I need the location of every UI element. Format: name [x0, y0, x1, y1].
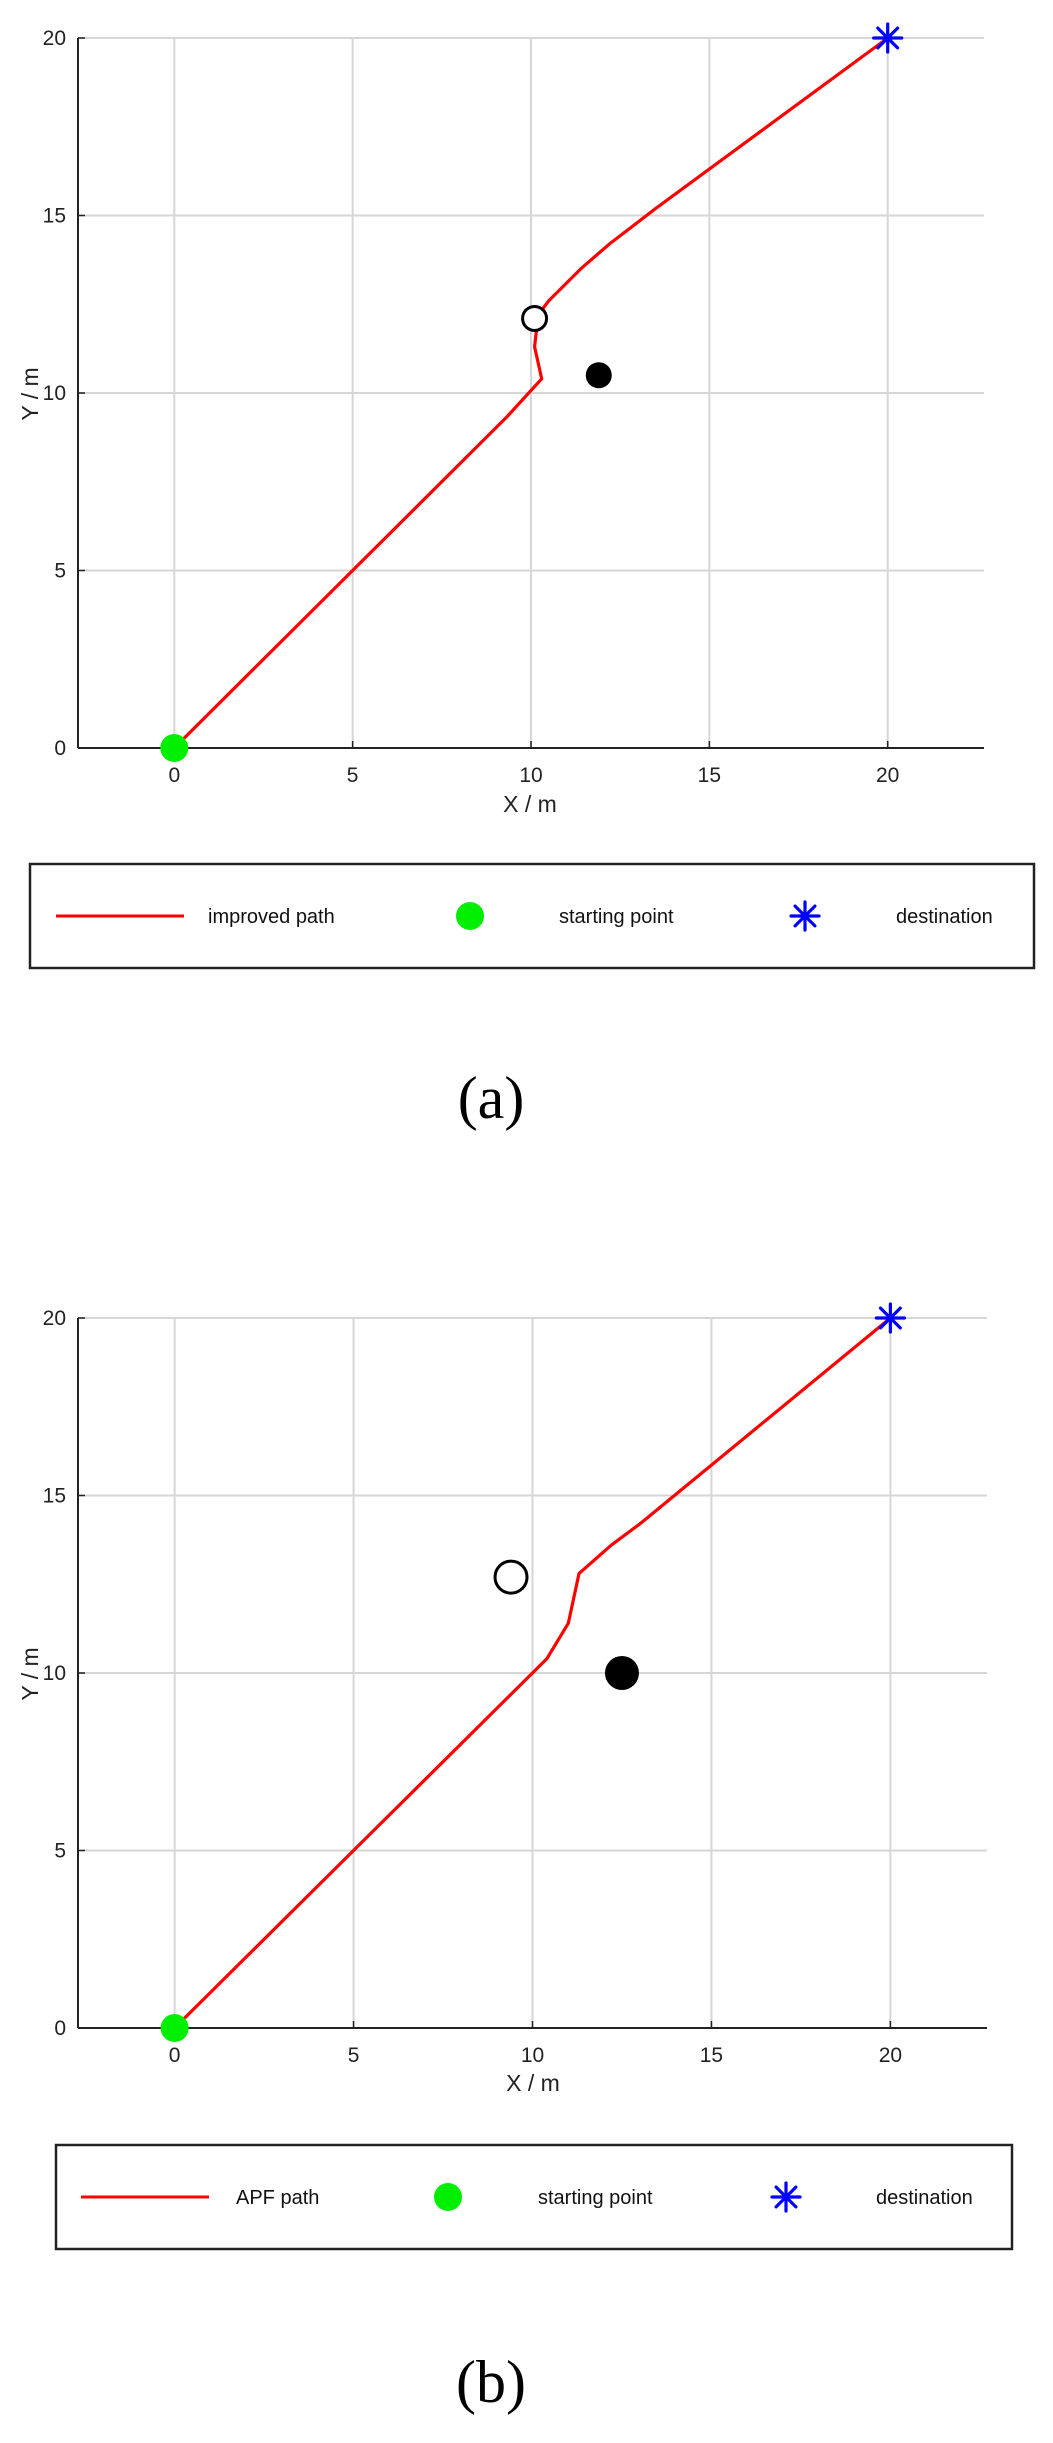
obstacle-open-a: [521, 304, 549, 332]
destination-marker-a-stroke: [876, 26, 900, 50]
legend-star-stroke: [793, 904, 817, 928]
legend-box-a: [28, 862, 1036, 970]
obstacle-filled-b: [604, 1656, 639, 1690]
y-tick-label-a: 0: [54, 737, 66, 760]
legend-box-b: [54, 2143, 1014, 2251]
axes-b: [77, 1317, 987, 2029]
x-tick-label-a: 10: [519, 764, 542, 787]
path-series-a: [173, 36, 889, 750]
y-tick-label-b: 15: [43, 1485, 66, 1508]
legend-label-start-b: starting point: [538, 2187, 653, 2209]
obstacle-filled-a: [585, 362, 612, 389]
panel-a: 0 5 10 15 20 0 5 10 15 20 X / m Y / m improved pa…: [17, 22, 1036, 1131]
legend-start-swatch-a: [456, 902, 484, 930]
y-axis-label-a: Y / m: [17, 367, 43, 420]
x-tick-label-b: 10: [521, 2044, 544, 2067]
destination-marker-a: [872, 22, 904, 54]
legend-a: improved path starting point destination: [28, 862, 1036, 970]
tick-labels-b: 0 5 10 15 20 0 5 10 15 20: [43, 1307, 902, 2067]
legend-b: APF path starting point destination: [54, 2143, 1014, 2251]
y-tick-label-a: 20: [43, 27, 66, 50]
legend-start-swatch-b: [434, 2183, 462, 2211]
y-tick-label-a: 15: [43, 205, 66, 228]
x-tick-label-a: 20: [876, 764, 899, 787]
destination-marker-b: [874, 1302, 906, 1334]
y-tick-label-b: 10: [43, 1662, 66, 1685]
legend-label-destination-b: destination: [876, 2187, 973, 2209]
legend-star: [770, 2181, 802, 2213]
x-tick-label-b: 20: [879, 2044, 902, 2067]
path-series-b: [173, 1316, 892, 2030]
data-a: [160, 22, 904, 762]
legend-star-stroke: [774, 2185, 798, 2209]
legend-destination-swatch-a: [789, 900, 821, 932]
y-tick-label-a: 5: [54, 560, 66, 583]
legend-star: [789, 900, 821, 932]
x-tick-label-b: 0: [169, 2044, 181, 2067]
x-tick-label-a: 15: [698, 764, 721, 787]
y-tick-label-b: 20: [43, 1307, 66, 1330]
x-axis-label-b: X / m: [506, 2070, 560, 2096]
destination-marker-b-stroke: [878, 1306, 902, 1330]
x-axis-label-a: X / m: [503, 791, 557, 817]
y-axis-label-b: Y / m: [17, 1647, 43, 1700]
start-point-marker-b: [160, 2014, 189, 2042]
x-tick-label-b: 15: [700, 2044, 723, 2067]
grid-a: [78, 37, 984, 749]
legend-label-path-a: improved path: [208, 906, 335, 928]
x-tick-label-b: 5: [348, 2044, 360, 2067]
y-tick-label-b: 0: [54, 2017, 66, 2040]
y-tick-label-a: 10: [43, 382, 66, 405]
x-tick-label-a: 0: [168, 764, 180, 787]
start-point-marker-a: [160, 734, 189, 762]
data-b: [160, 1302, 906, 2042]
panel-b: 0 5 10 15 20 0 5 10 15 20 X / m Y / m APF path st…: [17, 1302, 1014, 2415]
x-tick-label-a: 5: [347, 764, 359, 787]
legend-destination-swatch-b: [770, 2181, 802, 2213]
legend-label-destination-a: destination: [896, 906, 993, 928]
y-tick-label-b: 5: [54, 1840, 66, 1863]
tick-labels-a: 0 5 10 15 20 0 5 10 15 20: [43, 27, 900, 787]
legend-label-start-a: starting point: [559, 906, 674, 928]
panel-label-a: (a): [458, 1065, 525, 1131]
obstacle-open-b: [493, 1559, 529, 1595]
panel-label-b: (b): [456, 2349, 526, 2415]
legend-label-path-b: APF path: [236, 2187, 319, 2209]
